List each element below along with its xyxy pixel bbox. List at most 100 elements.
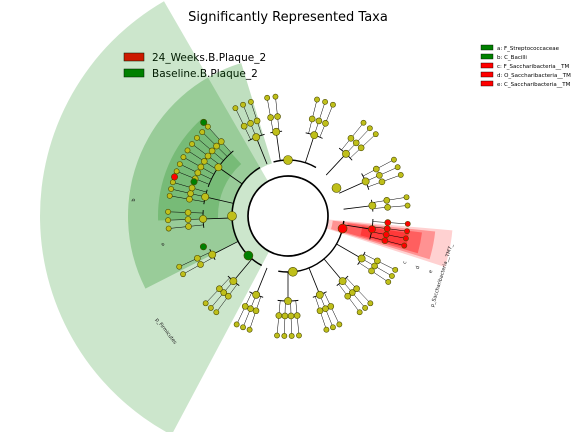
- biomarker-swatch-1: [480, 53, 494, 60]
- clade-spoke-6: [275, 131, 281, 161]
- mid-node: [197, 261, 204, 268]
- mid-node: [353, 285, 360, 293]
- leaf-node: [232, 105, 239, 112]
- highlight-sectors: [40, 1, 453, 432]
- leaf-node: [391, 156, 397, 163]
- mid-node: [378, 178, 386, 186]
- clade-spoke-2: [203, 217, 233, 220]
- leaf-node: [180, 154, 187, 161]
- leaf-node: [403, 194, 410, 201]
- clade-node-5: [252, 133, 261, 142]
- leaf-node: [173, 168, 180, 175]
- mid-node: [381, 237, 389, 244]
- mid-node: [216, 285, 223, 293]
- leaf-node: [184, 147, 191, 154]
- main-legend: 24_Weeks.B.Plaque_2 Baseline.B.Plaque_2: [123, 52, 266, 80]
- leaf-node: [404, 220, 411, 227]
- mid-node: [382, 231, 390, 238]
- leaf-node: [233, 321, 240, 328]
- mid-node: [194, 169, 202, 177]
- clade-spoke-4: [218, 166, 243, 185]
- mid-node: [274, 113, 281, 120]
- mid-node: [267, 114, 274, 121]
- mid-node: [344, 292, 352, 300]
- clade-spoke-9: [338, 181, 366, 194]
- chart-title: Significantly Represented Taxa: [188, 10, 388, 25]
- biomarker-label-0: a: F_Streptococcaceae: [497, 46, 560, 52]
- leaf-node: [168, 186, 174, 192]
- mid-node: [241, 303, 249, 310]
- leaf-node: [322, 98, 328, 105]
- leaf-node: [264, 94, 271, 101]
- marker-node-2: [200, 118, 208, 126]
- leaf-node: [392, 266, 399, 273]
- leaf-node: [202, 300, 209, 307]
- clade-node-15: [284, 297, 292, 305]
- legend-swatch-weeks24: [123, 52, 145, 62]
- mid-node: [186, 195, 193, 203]
- mid-node: [315, 117, 323, 125]
- clade-node-9: [361, 177, 370, 186]
- leaf-node: [362, 305, 369, 311]
- leaf-node: [207, 305, 214, 311]
- clade-node-1: [208, 250, 217, 259]
- mid-node: [347, 134, 355, 142]
- marker-node-3: [171, 173, 179, 181]
- leaf-node: [397, 172, 404, 178]
- leaf-node: [402, 235, 409, 242]
- clade-spoke-13: [323, 258, 343, 282]
- mid-node: [252, 307, 260, 315]
- leaf-node: [394, 164, 401, 171]
- leaf-node: [240, 101, 246, 108]
- clade-node-11: [368, 225, 376, 234]
- clade-node-3: [201, 192, 210, 201]
- clade-spoke-3: [205, 196, 234, 204]
- mid-node: [184, 216, 192, 223]
- biomarker-swatch-2: [480, 62, 494, 69]
- phylum-arc: [247, 175, 302, 257]
- inner-node-0: [227, 211, 237, 221]
- leaf-node: [176, 263, 183, 270]
- mid-node: [184, 209, 192, 216]
- inner-node-5: [288, 266, 298, 277]
- mid-node: [308, 115, 316, 123]
- mid-node: [220, 289, 228, 296]
- mid-node: [383, 197, 391, 204]
- marker-node-1: [199, 243, 207, 251]
- leaf-node: [272, 93, 279, 100]
- leaf-node: [213, 309, 220, 316]
- mid-node: [275, 312, 283, 319]
- clade-node-6: [272, 127, 281, 136]
- mid-node: [293, 312, 301, 319]
- mid-node: [224, 292, 232, 300]
- clade-spoke-12: [336, 243, 362, 259]
- leaf-node: [330, 101, 336, 108]
- clade-node-13: [338, 277, 347, 286]
- mid-node: [188, 184, 196, 192]
- leaf-node: [166, 192, 173, 199]
- clade-spoke-10: [343, 205, 373, 210]
- clade-spoke-11: [343, 224, 373, 230]
- mid-node: [185, 223, 192, 230]
- legend-label-weeks24: 24_Weeks.B.Plaque_2: [152, 52, 266, 64]
- mid-node: [247, 119, 254, 127]
- leaf-node: [240, 324, 246, 331]
- mid-node: [322, 119, 329, 127]
- inner-node-2: [283, 155, 293, 165]
- mid-node: [240, 122, 248, 130]
- sector-firmicutes: [40, 1, 270, 432]
- biomarker-legend: a: F_Streptococcaceae b: C_Bacilli c: F_Sa…: [480, 44, 571, 88]
- marker-node-0: [190, 178, 198, 186]
- mid-node: [384, 203, 391, 211]
- leaf-node: [372, 131, 379, 138]
- biomarker-swatch-4: [480, 80, 494, 87]
- leaf-node: [274, 332, 280, 339]
- clade-spoke-5: [255, 137, 268, 165]
- leaf-node: [356, 309, 363, 316]
- clade-node-14: [315, 290, 324, 299]
- leaf-node: [165, 225, 172, 232]
- mid-node: [316, 307, 324, 315]
- biomarker-label-3: d: O_Saccharibacteria__TM: [497, 73, 571, 79]
- leaf-node: [199, 129, 206, 135]
